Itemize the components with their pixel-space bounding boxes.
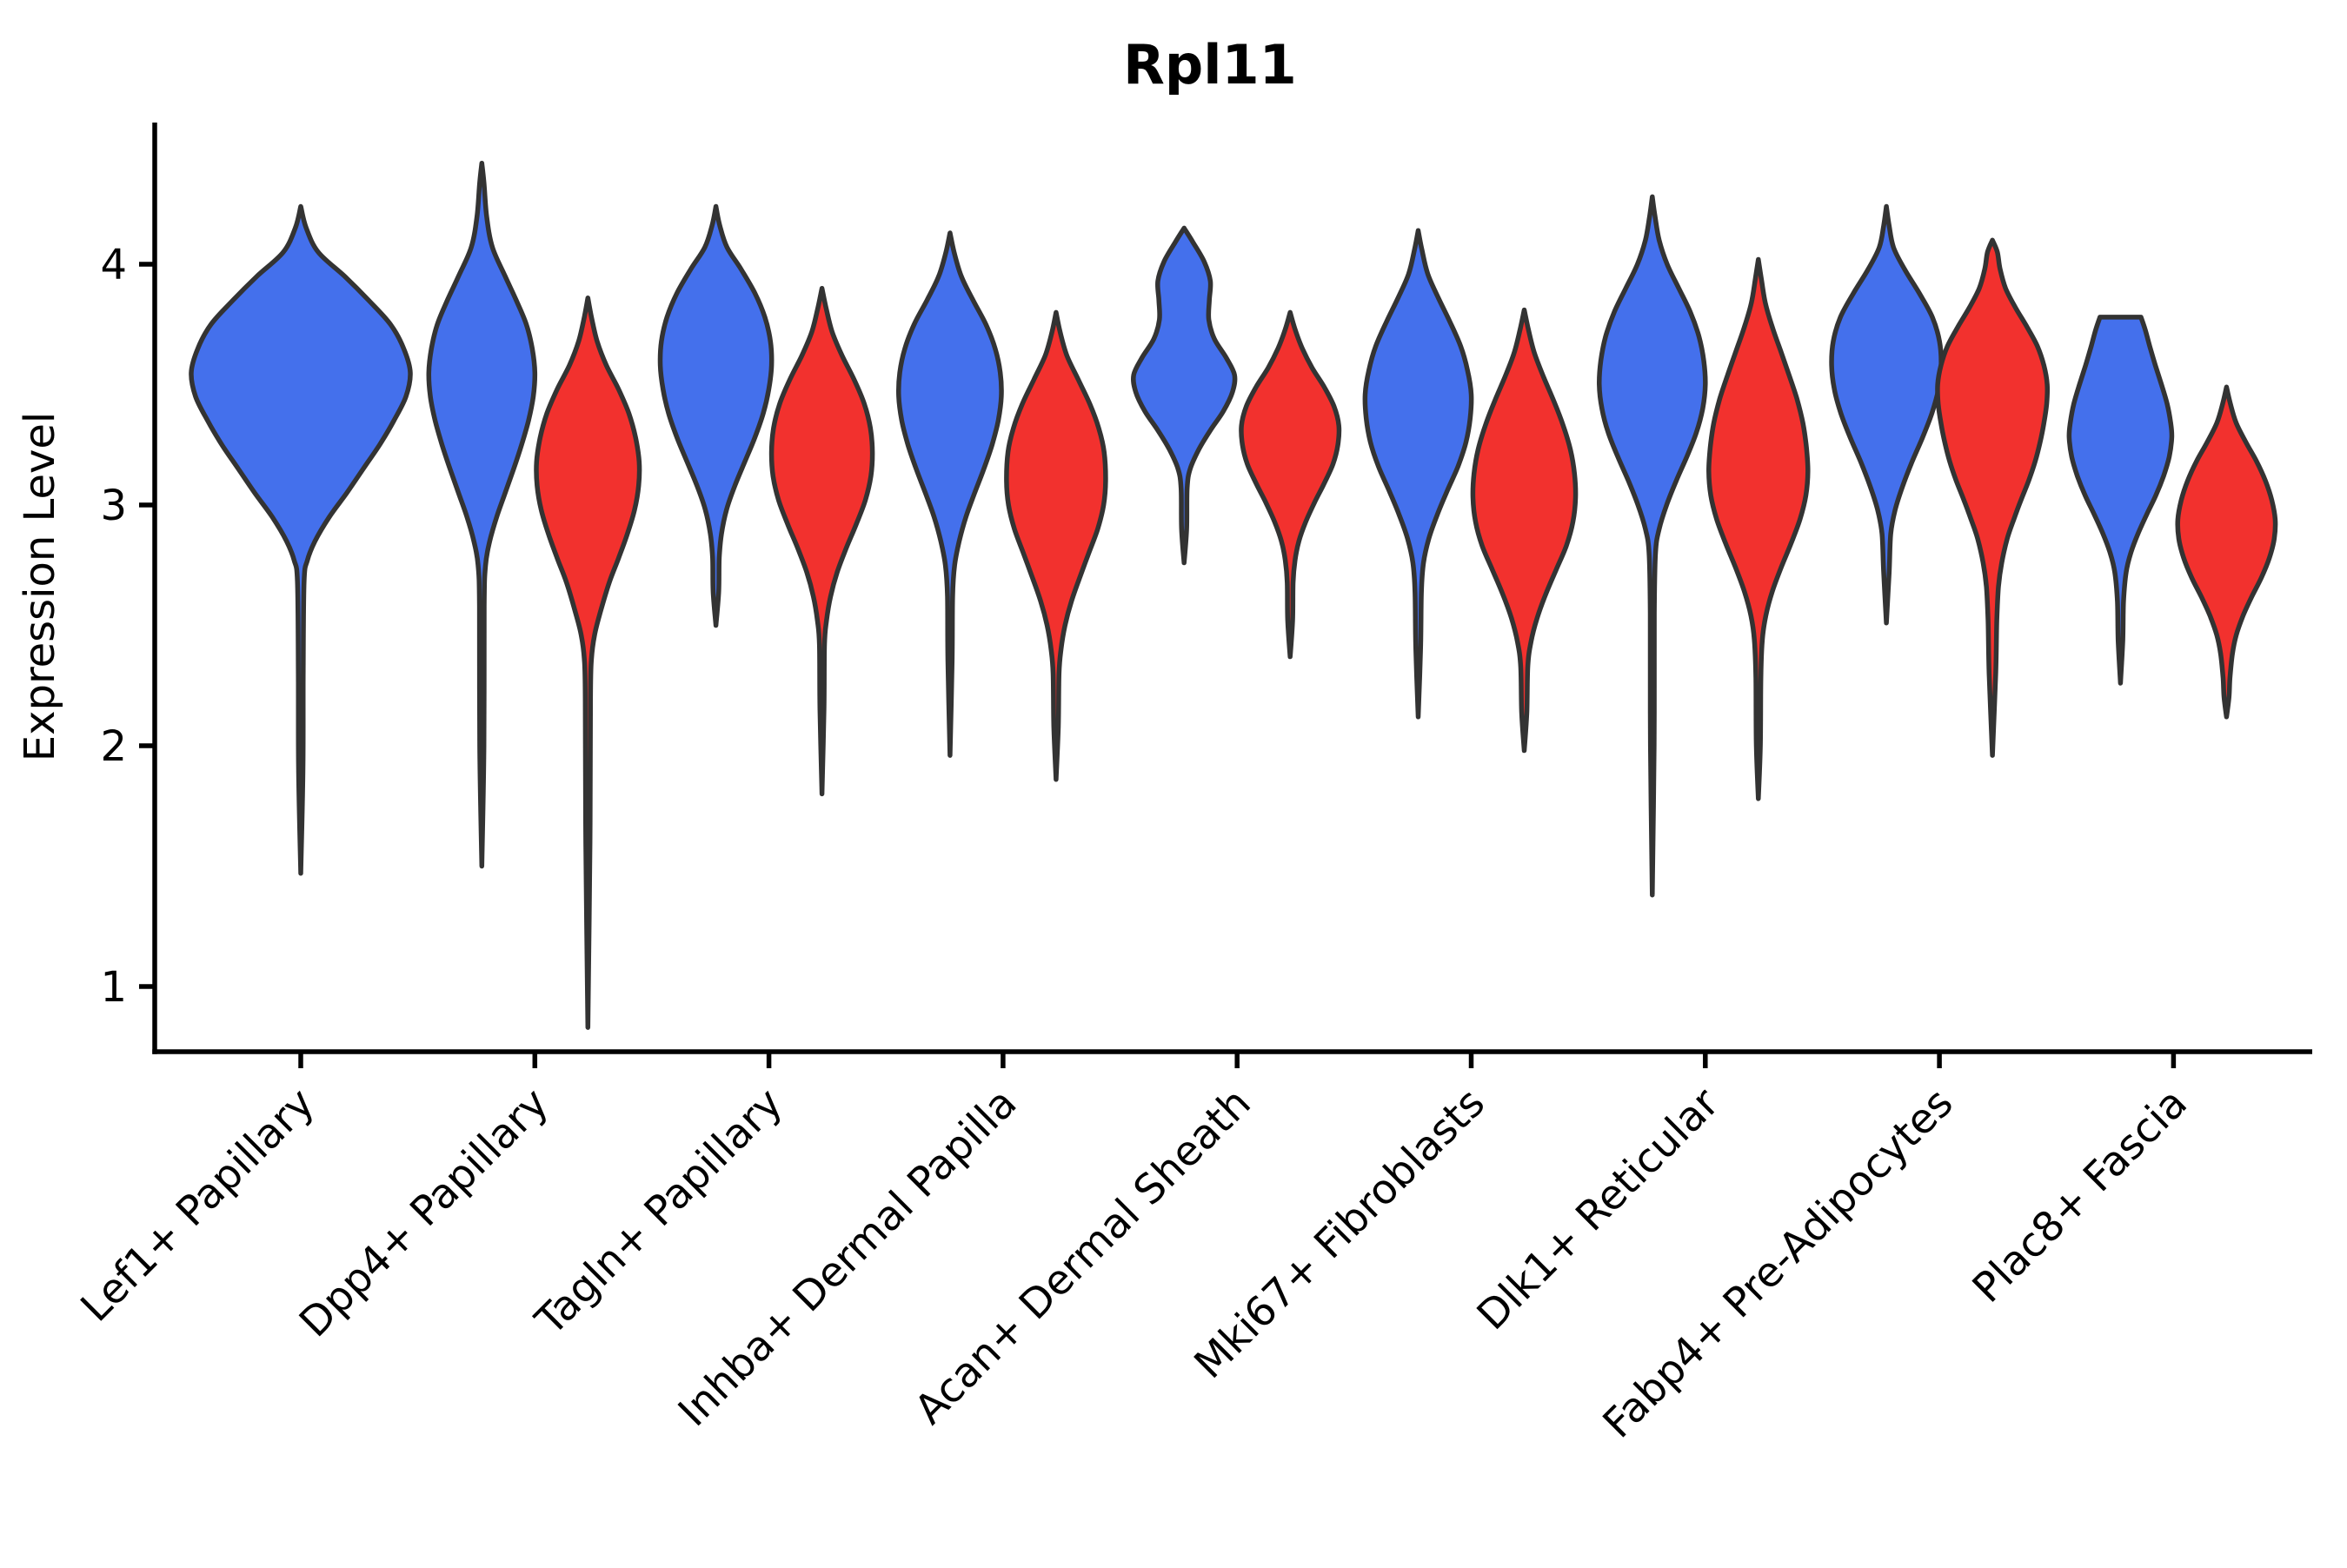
y-tick-label: 3 [100,482,127,530]
y-tick-labels: 1 2 3 4 [100,241,127,1012]
violin-fabp4-red [1935,237,2051,758]
violin-dlk1-blue [1597,194,1708,898]
violin-mki67-blue [1362,228,1474,720]
plot-title: Rpl11 [1123,33,1297,96]
violin-acan-red [1239,309,1342,660]
violin-tagln-blue [657,203,775,628]
y-tick-label: 4 [100,241,127,289]
x-category-label: Dpp4+ Papillary [290,1080,558,1347]
violin-dlk1-red [1706,256,1811,801]
x-category-label: Tagln+ Papillary [526,1080,792,1345]
violin-lef1-blue [189,203,413,876]
violin-inhba-blue [896,230,1004,758]
violins [189,160,2278,1030]
violin-fabp4-blue [1829,203,1944,626]
y-tick-label: 1 [100,963,127,1012]
violin-acan-blue [1131,225,1238,566]
x-category-label: Lef1+ Papillary [72,1080,324,1332]
violin-plac8-red [2175,384,2278,720]
x-category-label: Dlk1+ Reticular [1468,1079,1729,1339]
violin-inhba-red [1004,309,1108,782]
violin-dpp4-red [534,296,642,1030]
violin-mki67-red [1470,307,1579,754]
violin-plac8-blue [2066,315,2175,686]
x-category-label: Plac8+ Fascia [1964,1080,2197,1312]
violin-dpp4-blue [426,160,538,869]
violin-tagln-red [768,285,875,797]
axes [139,123,2312,1068]
y-axis-label: Expression Level [16,412,64,762]
y-tick-label: 2 [100,722,127,771]
